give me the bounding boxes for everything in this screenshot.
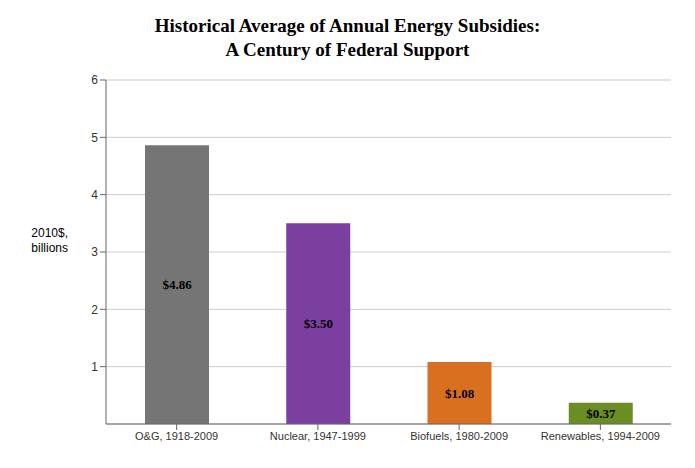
svg-text:Biofuels, 1980-2009: Biofuels, 1980-2009	[410, 430, 508, 442]
svg-text:$3.50: $3.50	[304, 316, 333, 331]
svg-text:3: 3	[91, 245, 98, 259]
html-text:billions: billions	[31, 241, 68, 255]
svg-text:1: 1	[91, 360, 98, 374]
svg-text:Nuclear, 1947-1999: Nuclear, 1947-1999	[270, 430, 366, 442]
svg-text:$1.08: $1.08	[445, 386, 475, 401]
svg-text:6: 6	[91, 73, 98, 87]
svg-text:$4.86: $4.86	[162, 277, 192, 292]
html-text:Historical Average of Annual E: Historical Average of Annual Energy Subs…	[154, 15, 541, 36]
html-text:2010$,: 2010$,	[31, 226, 68, 240]
svg-text:Renewables, 1994-2009: Renewables, 1994-2009	[541, 430, 660, 442]
svg-text:5: 5	[91, 131, 98, 145]
svg-text:4: 4	[91, 188, 98, 202]
svg-text:2: 2	[91, 303, 98, 317]
svg-text:O&G, 1918-2009: O&G, 1918-2009	[135, 430, 218, 442]
svg-text:$0.37: $0.37	[586, 406, 616, 421]
html-text:A Century of Federal Support: A Century of Federal Support	[225, 39, 470, 60]
